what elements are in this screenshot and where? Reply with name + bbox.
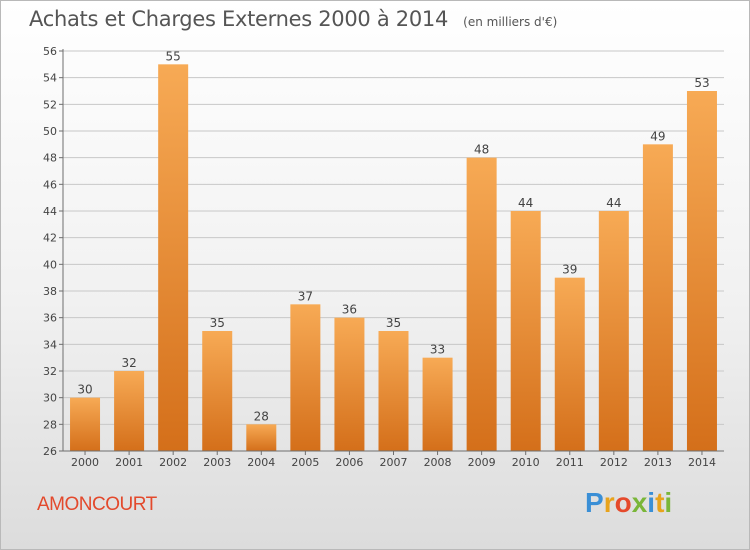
x-tick-label: 2007	[380, 456, 408, 469]
brand-letter: P	[585, 487, 604, 518]
data-label: 35	[386, 316, 401, 330]
y-tick-label: 42	[43, 232, 57, 245]
bar	[158, 64, 189, 452]
x-tick-label: 2000	[71, 456, 99, 469]
x-tick-label: 2011	[556, 456, 584, 469]
y-tick-label: 44	[43, 205, 57, 218]
chart-title-block: Achats et Charges Externes 2000 à 2014 (…	[29, 7, 557, 31]
data-label: 44	[518, 196, 533, 210]
x-tick-label: 2010	[512, 456, 540, 469]
brand-letter: r	[603, 487, 615, 518]
brand-letter: i	[647, 487, 656, 518]
y-tick-label: 34	[43, 338, 57, 351]
y-tick-label: 54	[43, 72, 57, 85]
bar	[466, 157, 497, 451]
y-tick-label: 30	[43, 392, 57, 405]
bar	[114, 371, 145, 451]
x-tick-label: 2003	[203, 456, 231, 469]
brand-letter: t	[655, 487, 665, 518]
brand-letter: x	[631, 487, 648, 518]
data-label: 44	[606, 196, 621, 210]
data-label: 33	[430, 343, 445, 357]
brand-letter: o	[614, 487, 632, 518]
proxiti-logo: Proxiti	[585, 487, 672, 519]
bar	[510, 211, 541, 451]
data-label: 39	[562, 263, 577, 277]
bar	[686, 91, 717, 451]
y-tick-label: 26	[43, 445, 57, 458]
data-label: 32	[121, 356, 136, 370]
chart-subtitle: (en milliers d'€)	[463, 15, 558, 29]
data-label: 36	[342, 303, 357, 317]
x-tick-label: 2004	[247, 456, 275, 469]
x-tick-label: 2009	[468, 456, 496, 469]
y-tick-label: 50	[43, 125, 57, 138]
x-tick-label: 2012	[600, 456, 628, 469]
bar	[202, 331, 233, 451]
commune-name: AMONCOURT	[37, 494, 157, 515]
x-tick-label: 2014	[688, 456, 716, 469]
y-tick-label: 28	[43, 418, 57, 431]
y-tick-label: 32	[43, 365, 57, 378]
x-tick-label: 2002	[159, 456, 187, 469]
data-label: 48	[474, 143, 489, 157]
y-tick-label: 56	[43, 45, 57, 58]
data-label: 35	[210, 316, 225, 330]
y-tick-label: 36	[43, 312, 57, 325]
data-labels: 30 32 55 35 28 37 36 35 33 48 44 39 44 49 53	[77, 49, 709, 423]
bars	[70, 64, 717, 452]
bar	[598, 211, 629, 451]
bar	[642, 144, 673, 452]
bar	[334, 317, 365, 451]
bar	[378, 331, 409, 451]
bar	[70, 397, 101, 451]
y-tick-label: 52	[43, 98, 57, 111]
chart-title: Achats et Charges Externes 2000 à 2014	[29, 7, 449, 31]
data-label: 30	[77, 383, 92, 397]
data-label: 37	[298, 289, 313, 303]
x-tick-label: 2008	[424, 456, 452, 469]
y-tick-label: 38	[43, 285, 57, 298]
y-tick-label: 40	[43, 258, 57, 271]
y-tick-label: 48	[43, 152, 57, 165]
y-tick-label: 46	[43, 178, 57, 191]
data-label: 53	[694, 76, 709, 90]
brand-letter: i	[664, 487, 673, 518]
x-tick-label: 2013	[644, 456, 672, 469]
bar	[290, 304, 321, 451]
axes: 26 28 30 32 34 36 38 40 42 44 46 48 50 52 54 56 2000 2001…	[43, 45, 724, 469]
bar	[554, 277, 585, 451]
x-tick-label: 2006	[335, 456, 363, 469]
bar	[422, 357, 453, 451]
x-tick-label: 2005	[291, 456, 319, 469]
x-tick-label: 2001	[115, 456, 143, 469]
data-label: 55	[166, 49, 181, 63]
bar	[246, 424, 277, 451]
data-label: 28	[254, 409, 269, 423]
data-label: 49	[650, 129, 665, 143]
